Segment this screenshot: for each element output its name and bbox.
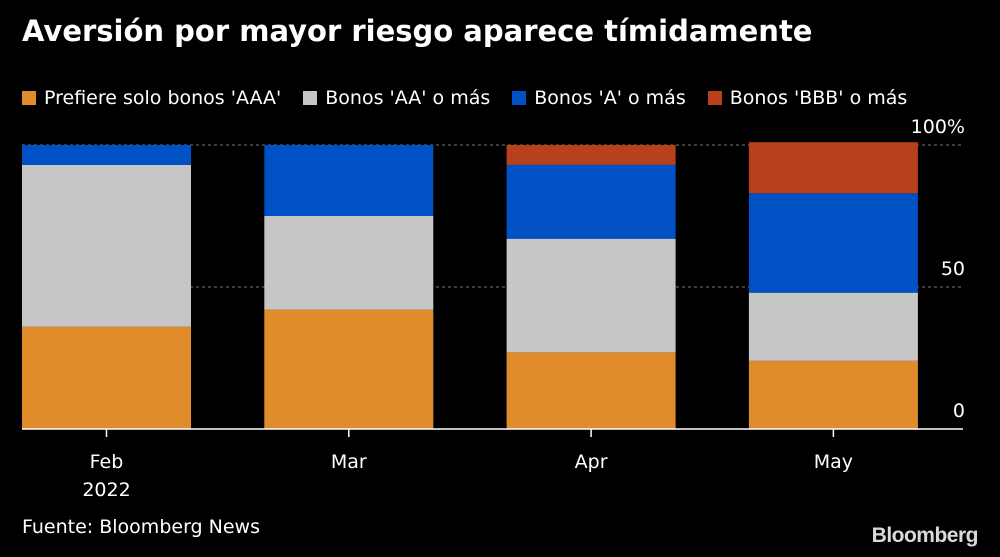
legend-swatch-bbb bbox=[707, 91, 722, 105]
chart-legend: Prefiere solo bonos 'AAA' Bonos 'AA' o m… bbox=[22, 84, 907, 112]
x-tick-label-feb: Feb bbox=[90, 451, 124, 473]
bar-segment-apr-3 bbox=[506, 145, 676, 165]
legend-label-aaa: Prefiere solo bonos 'AAA' bbox=[44, 87, 282, 109]
bar-segment-feb-2 bbox=[22, 145, 191, 165]
bar-segment-may-2 bbox=[748, 193, 918, 293]
bloomberg-logo: Bloomberg bbox=[871, 524, 979, 547]
bar-segment-may-0 bbox=[748, 360, 918, 429]
source-note: Fuente: Bloomberg News bbox=[22, 516, 260, 538]
bar-segment-mar-2 bbox=[264, 145, 434, 216]
bar-segment-apr-0 bbox=[506, 352, 676, 429]
bar-segment-may-1 bbox=[748, 292, 918, 361]
x-tick-label-may: May bbox=[814, 451, 853, 473]
y-tick-label-0: 0 bbox=[953, 400, 965, 422]
legend-label-aa: Bonos 'AA' o más bbox=[325, 87, 491, 109]
y-tick-label-2: 100% bbox=[911, 116, 965, 138]
chart-title: Aversión por mayor riesgo aparece tímida… bbox=[22, 14, 813, 48]
legend-label-a: Bonos 'A' o más bbox=[534, 87, 686, 109]
y-tick-label-1: 50 bbox=[941, 258, 965, 280]
bar-segment-apr-1 bbox=[506, 238, 676, 353]
legend-item-aaa: Prefiere solo bonos 'AAA' bbox=[22, 87, 281, 109]
x-tick-sublabel-feb: 2022 bbox=[82, 479, 130, 501]
bar-segment-apr-2 bbox=[506, 164, 676, 239]
bar-segment-may-3 bbox=[748, 142, 918, 194]
x-tick-label-mar: Mar bbox=[331, 451, 367, 473]
legend-item-bbb: Bonos 'BBB' o más bbox=[707, 87, 908, 109]
bar-segment-mar-0 bbox=[264, 309, 434, 429]
legend-swatch-aa bbox=[303, 91, 318, 105]
bar-segment-feb-0 bbox=[22, 326, 191, 429]
bar-segment-mar-1 bbox=[264, 216, 434, 310]
legend-item-a: Bonos 'A' o más bbox=[512, 87, 686, 109]
legend-swatch-a bbox=[512, 91, 527, 105]
legend-swatch-aaa bbox=[22, 91, 36, 105]
legend-item-aa: Bonos 'AA' o más bbox=[303, 87, 490, 109]
bar-segment-feb-1 bbox=[22, 164, 191, 327]
legend-label-bbb: Bonos 'BBB' o más bbox=[729, 87, 908, 109]
x-tick-label-apr: Apr bbox=[575, 451, 608, 473]
